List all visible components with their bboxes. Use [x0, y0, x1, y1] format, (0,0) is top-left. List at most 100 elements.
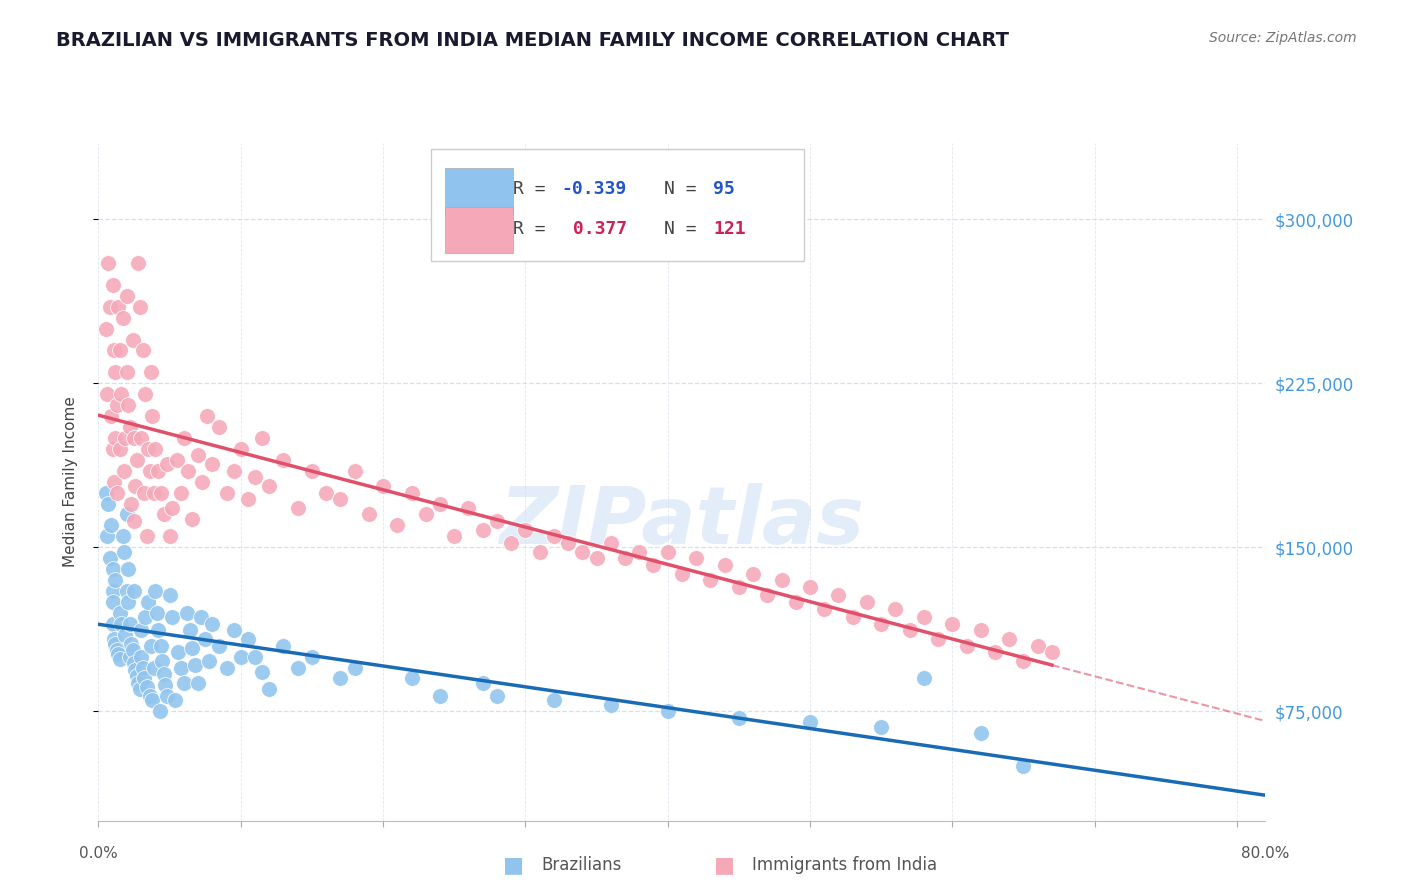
Point	[118, 420, 141, 434]
Point	[222, 624, 245, 638]
Point	[127, 676, 149, 690]
Point	[127, 256, 149, 270]
Point	[841, 610, 863, 624]
Point	[543, 693, 565, 707]
Point	[143, 584, 166, 599]
Point	[1040, 645, 1063, 659]
Point	[257, 479, 280, 493]
Point	[250, 431, 273, 445]
Point	[243, 649, 266, 664]
Point	[148, 464, 170, 478]
Point	[557, 536, 579, 550]
Point	[101, 442, 124, 456]
Point	[138, 464, 160, 478]
Point	[111, 310, 134, 325]
Point	[136, 442, 159, 456]
Point	[101, 584, 124, 599]
Point	[134, 610, 156, 624]
Point	[105, 643, 128, 657]
Point	[98, 551, 121, 566]
Point	[357, 508, 380, 522]
Point	[201, 616, 224, 631]
Point	[215, 485, 238, 500]
Point	[129, 431, 152, 445]
Point	[112, 464, 135, 478]
Point	[142, 485, 165, 500]
Point	[110, 387, 132, 401]
Text: N =: N =	[665, 220, 707, 238]
Point	[122, 431, 145, 445]
Point	[643, 558, 665, 572]
Point	[173, 676, 195, 690]
Point	[132, 485, 155, 500]
Point	[135, 680, 157, 694]
Point	[970, 624, 993, 638]
Point	[165, 693, 187, 707]
Point	[713, 558, 735, 572]
Point	[105, 485, 128, 500]
Point	[101, 277, 124, 292]
Point	[273, 639, 295, 653]
Point	[912, 610, 935, 624]
Point	[122, 656, 145, 670]
FancyBboxPatch shape	[446, 168, 513, 214]
Point	[371, 479, 394, 493]
Point	[170, 660, 193, 674]
Point	[108, 442, 131, 456]
Text: Immigrants from India: Immigrants from India	[752, 856, 938, 874]
Point	[443, 529, 465, 543]
Point	[222, 464, 245, 478]
Point	[429, 689, 451, 703]
Text: R =: R =	[513, 180, 557, 198]
Point	[329, 492, 352, 507]
Point	[184, 658, 207, 673]
Point	[120, 636, 142, 650]
Point	[229, 442, 252, 456]
Point	[103, 632, 125, 647]
Point	[515, 523, 537, 537]
Point	[152, 654, 174, 668]
Point	[131, 343, 153, 358]
Point	[153, 667, 176, 681]
Point	[159, 588, 181, 602]
Point	[121, 333, 143, 347]
Point	[101, 562, 124, 576]
Point	[117, 562, 139, 576]
Point	[287, 500, 309, 515]
Text: N =: N =	[665, 180, 707, 198]
Point	[870, 616, 893, 631]
Point	[250, 665, 273, 679]
Point	[115, 584, 138, 599]
Point	[97, 497, 120, 511]
Point	[122, 584, 145, 599]
Point	[132, 672, 155, 686]
Point	[159, 529, 181, 543]
Point	[170, 485, 193, 500]
Point	[257, 682, 280, 697]
Point	[101, 595, 124, 609]
Point	[156, 689, 179, 703]
Point	[457, 500, 479, 515]
Point	[104, 636, 127, 650]
Point	[138, 689, 160, 703]
Point	[856, 595, 879, 609]
Point	[194, 632, 217, 647]
Point	[927, 632, 949, 647]
Point	[1012, 759, 1035, 773]
Point	[471, 676, 494, 690]
Text: BRAZILIAN VS IMMIGRANTS FROM INDIA MEDIAN FAMILY INCOME CORRELATION CHART: BRAZILIAN VS IMMIGRANTS FROM INDIA MEDIA…	[56, 31, 1010, 50]
Point	[122, 514, 145, 528]
Point	[150, 639, 173, 653]
Point	[149, 704, 172, 718]
Point	[153, 508, 176, 522]
Point	[671, 566, 693, 581]
Point	[135, 529, 157, 543]
Text: -0.339: -0.339	[562, 180, 627, 198]
Point	[243, 470, 266, 484]
Point	[125, 669, 148, 683]
Point	[343, 660, 366, 674]
Point	[108, 652, 131, 666]
Text: ■: ■	[714, 855, 734, 875]
Point	[156, 457, 179, 471]
Point	[770, 573, 793, 587]
